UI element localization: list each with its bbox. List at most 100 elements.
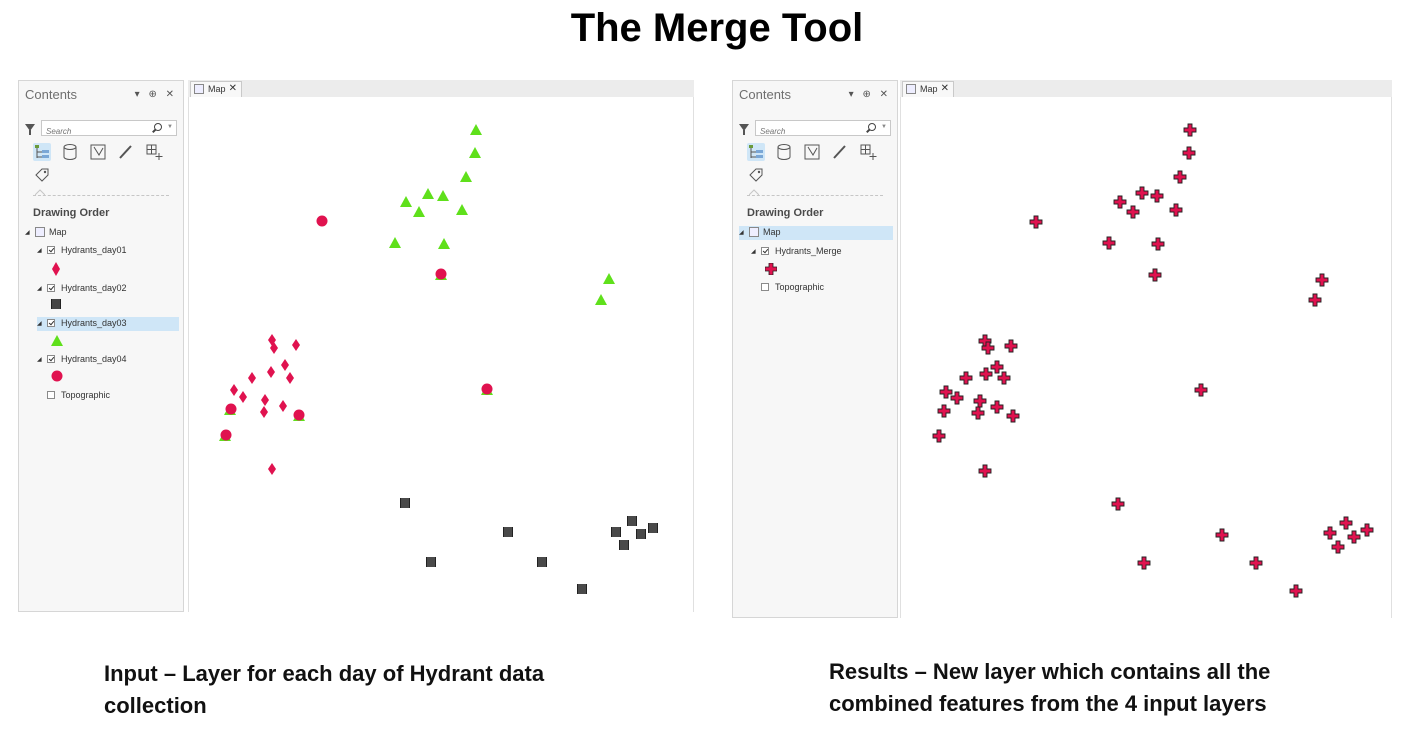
hydrant-day02-feature xyxy=(577,584,587,594)
layer-visibility-checkbox[interactable] xyxy=(47,246,55,254)
expand-icon[interactable]: ◢ xyxy=(25,230,30,236)
hydrant-day01-feature xyxy=(268,463,276,475)
contents-toolbar xyxy=(33,143,173,189)
merged-hydrant-feature xyxy=(1137,556,1151,570)
merged-hydrant-feature xyxy=(932,429,946,443)
list-by-drawing-order-icon[interactable] xyxy=(33,143,51,161)
chevron-down-icon[interactable]: ▼ xyxy=(167,124,173,130)
expand-icon[interactable]: ◢ xyxy=(37,321,42,327)
merged-hydrant-feature xyxy=(950,391,964,405)
chevron-down-icon[interactable]: ▼ xyxy=(881,124,887,130)
layer-visibility-checkbox[interactable] xyxy=(47,284,55,292)
search-input[interactable] xyxy=(756,124,864,139)
tree-item-basemap[interactable]: Topographic xyxy=(47,389,177,403)
tree-item-layer-day03[interactable]: ◢ Hydrants_day03 xyxy=(37,317,179,331)
merged-hydrant-feature xyxy=(1102,236,1116,250)
tree-item-layer-merge[interactable]: ◢ Hydrants_Merge xyxy=(751,245,891,259)
red-diamond-symbol-icon xyxy=(52,262,60,276)
map-features-results xyxy=(932,123,1374,598)
list-by-selection-icon[interactable] xyxy=(803,143,821,161)
expand-icon[interactable]: ◢ xyxy=(751,249,756,255)
merged-hydrant-feature xyxy=(1183,123,1197,137)
map-features-input xyxy=(219,124,658,594)
pane-controls[interactable]: ▾ ⊕ ✕ xyxy=(848,89,891,100)
expand-icon[interactable]: ◢ xyxy=(739,230,744,236)
close-icon[interactable]: ✕ xyxy=(228,83,237,94)
merged-hydrant-feature xyxy=(973,394,987,408)
contents-title: Contents xyxy=(25,87,78,102)
pane-controls[interactable]: ▾ ⊕ ✕ xyxy=(134,89,177,100)
search-box[interactable]: ▼ xyxy=(755,120,891,139)
layer-label: Hydrants_day02 xyxy=(61,283,127,293)
tree-item-basemap[interactable]: Topographic xyxy=(761,281,891,295)
divider xyxy=(747,195,883,196)
list-by-snapping-icon[interactable] xyxy=(145,143,163,161)
merged-hydrant-feature xyxy=(1289,584,1303,598)
divider-notch xyxy=(749,189,759,195)
layer-visibility-checkbox[interactable] xyxy=(47,355,55,363)
hydrant-day02-feature xyxy=(611,527,621,537)
tree-item-layer-day01[interactable]: ◢ Hydrants_day01 xyxy=(37,244,177,258)
drawing-order-heading: Drawing Order xyxy=(33,207,110,219)
hydrant-day04-feature xyxy=(481,383,493,395)
filter-icon[interactable] xyxy=(25,124,35,135)
layer-visibility-checkbox[interactable] xyxy=(47,391,55,399)
hydrant-day02-feature xyxy=(648,523,658,533)
list-by-labeling-icon[interactable] xyxy=(33,167,51,185)
layer-label: Hydrants_Merge xyxy=(775,246,842,256)
merged-hydrant-feature xyxy=(990,400,1004,414)
merged-hydrant-feature xyxy=(939,385,953,399)
tree-item-layer-day02[interactable]: ◢ Hydrants_day02 xyxy=(37,282,177,296)
layer-label: Topographic xyxy=(61,390,111,400)
merged-hydrant-feature xyxy=(1360,523,1374,537)
list-by-editing-icon[interactable] xyxy=(831,143,849,161)
hydrant-day02-feature xyxy=(537,557,547,567)
merged-hydrant-feature xyxy=(971,406,985,420)
hydrant-day04-feature xyxy=(316,215,328,227)
list-by-editing-icon[interactable] xyxy=(117,143,135,161)
hydrant-day03-feature xyxy=(469,147,481,158)
filter-icon[interactable] xyxy=(739,124,749,135)
layer-visibility-checkbox[interactable] xyxy=(761,283,769,291)
list-by-drawing-order-icon[interactable] xyxy=(747,143,765,161)
map-label: Map xyxy=(763,227,781,237)
tree-item-map[interactable]: ◢ Map xyxy=(739,226,893,240)
tree-item-layer-day04[interactable]: ◢ Hydrants_day04 xyxy=(37,353,177,367)
search-icon[interactable] xyxy=(868,123,876,131)
hydrant-day01-feature xyxy=(267,366,275,378)
list-by-labeling-icon[interactable] xyxy=(747,167,765,185)
merged-hydrant-feature xyxy=(1135,186,1149,200)
list-by-selection-icon[interactable] xyxy=(89,143,107,161)
layer-visibility-checkbox[interactable] xyxy=(47,319,55,327)
layer-visibility-checkbox[interactable] xyxy=(761,247,769,255)
tab-map[interactable]: Map ✕ xyxy=(902,81,954,97)
hydrant-day01-feature xyxy=(239,391,247,403)
expand-icon[interactable]: ◢ xyxy=(37,286,42,292)
tree-item-map[interactable]: ◢ Map xyxy=(25,226,175,240)
list-by-source-icon[interactable] xyxy=(61,143,79,161)
contents-pane: Contents ▾ ⊕ ✕ ▼ xyxy=(732,80,898,618)
merged-hydrant-feature xyxy=(1113,195,1127,209)
hydrant-day03-feature xyxy=(603,273,615,284)
map-tab-strip: Map ✕ xyxy=(900,80,1392,98)
results-caption: Results – New layer which contains all t… xyxy=(829,656,1270,720)
hydrant-day03-feature xyxy=(470,124,482,135)
red-circle-symbol-icon xyxy=(51,370,63,382)
search-box[interactable]: ▼ xyxy=(41,120,177,139)
list-by-snapping-icon[interactable] xyxy=(859,143,877,161)
expand-icon[interactable]: ◢ xyxy=(37,248,42,254)
map-view-results[interactable] xyxy=(900,97,1392,618)
expand-icon[interactable]: ◢ xyxy=(37,357,42,363)
hydrant-day02-feature xyxy=(619,540,629,550)
tab-map[interactable]: Map ✕ xyxy=(190,81,242,97)
map-view-input[interactable] xyxy=(188,97,694,612)
layer-label: Hydrants_day04 xyxy=(61,354,127,364)
list-by-source-icon[interactable] xyxy=(775,143,793,161)
contents-toolbar xyxy=(747,143,887,189)
close-icon[interactable]: ✕ xyxy=(940,83,949,94)
search-icon[interactable] xyxy=(154,123,162,131)
hydrant-day04-feature xyxy=(220,429,232,441)
layer-label: Hydrants_day03 xyxy=(61,318,127,328)
input-screenshot: Contents ▾ ⊕ ✕ ▼ xyxy=(18,80,694,612)
search-input[interactable] xyxy=(42,124,150,139)
